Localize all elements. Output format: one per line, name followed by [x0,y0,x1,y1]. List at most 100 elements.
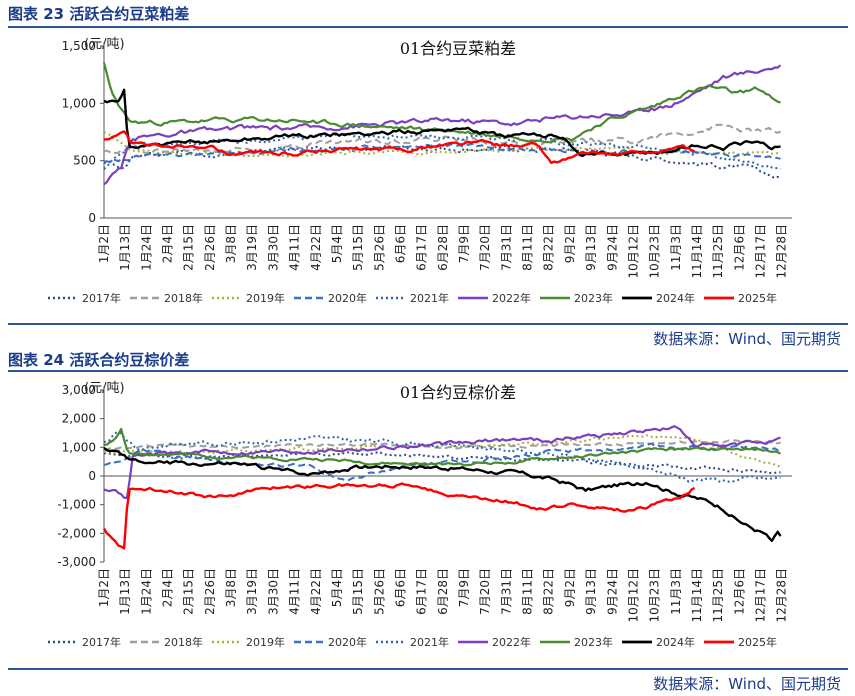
chart-title: 01合约豆棕价差 [400,383,516,402]
x-tick-label: 2月15日 [182,568,196,615]
x-tick-label: 2月26日 [203,224,217,271]
x-tick-label: 3月30日 [266,224,280,271]
x-tick-label: 8月11日 [521,224,535,271]
x-tick-label: 5月15日 [351,224,365,271]
chart-soyoil-palmoil-spread: 01合约豆棕价差(元/吨)-3,000-2,000-1,00001,0002,0… [48,381,792,649]
x-tick-label: 4月22日 [309,224,323,271]
x-tick-label: 12月17日 [754,568,768,623]
x-tick-label: 4月11日 [288,224,302,271]
y-tick-label: 1,000 [62,96,96,110]
x-tick-label: 7月31日 [499,568,513,615]
figure-23-caption: 图表 23 活跃合约豆菜粕差 [8,5,190,23]
figure-24-top-rule [8,370,848,372]
x-tick-label: 3月8日 [224,224,238,263]
x-tick-label: 10月23日 [648,568,662,623]
legend-label: 2019年 [246,291,285,305]
x-tick-label: 9月13日 [584,224,598,271]
x-tick-label: 6月6日 [393,224,407,263]
x-tick-label: 6月28日 [436,568,450,615]
series-line-2024年 [103,88,781,158]
series-line-2022年 [103,425,781,500]
x-tick-label: 6月17日 [415,568,429,615]
x-tick-label: 12月28日 [775,568,789,623]
legend-label: 2018年 [164,291,203,305]
x-tick-label: 1月24日 [139,568,153,615]
series-line-2025年 [103,130,695,165]
y-tick-label: -1,000 [57,498,96,512]
x-tick-label: 7月20日 [478,568,492,615]
legend-label: 2020年 [328,635,367,649]
series-line-2020年 [103,442,781,482]
legend-label: 2023年 [574,291,613,305]
y-tick-label: 1,000 [62,440,96,454]
legend-label: 2019年 [246,635,285,649]
x-tick-label: 1月24日 [139,224,153,271]
legend-label: 2023年 [574,635,613,649]
x-tick-label: 7月31日 [499,224,513,271]
x-tick-label: 9月13日 [584,568,598,615]
legend-label: 2021年 [410,291,449,305]
legend-label: 2025年 [738,291,777,305]
x-tick-label: 9月2日 [563,568,577,607]
x-tick-label: 9月24日 [605,224,619,271]
figure-24-source: 数据来源：Wind、国元期货 [653,675,841,693]
figure-23-top-rule [8,26,848,28]
x-tick-label: 9月2日 [563,224,577,263]
legend-label: 2025年 [738,635,777,649]
y-tick-label: -3,000 [57,555,96,569]
x-tick-label: 2月15日 [182,224,196,271]
series-line-2022年 [103,64,782,186]
legend-label: 2017年 [82,635,121,649]
legend-label: 2020年 [328,291,367,305]
legend-label: 2018年 [164,635,203,649]
legend-label: 2017年 [82,291,121,305]
x-tick-label: 12月28日 [775,224,789,279]
series-line-2024年 [103,447,782,543]
x-tick-label: 10月23日 [648,224,662,279]
x-tick-label: 6月17日 [415,224,429,271]
series-line-2019年 [103,131,781,158]
x-tick-label: 3月19日 [245,224,259,271]
x-tick-label: 8月22日 [542,224,556,271]
x-tick-label: 2月4日 [161,568,175,607]
x-tick-label: 1月2日 [97,568,111,607]
x-tick-label: 11月25日 [711,568,725,623]
chart-title: 01合约豆菜粕差 [400,39,516,58]
y-tick-label: -2,000 [57,526,96,540]
x-tick-label: 7月9日 [457,224,471,263]
x-tick-label: 1月2日 [97,224,111,263]
x-tick-label: 1月13日 [118,224,132,271]
series-line-2025年 [102,482,696,550]
y-tick-label: 0 [88,469,96,483]
y-tick-label: 3,000 [62,383,96,397]
series-line-2018年 [103,123,781,156]
x-tick-label: 8月22日 [542,568,556,615]
x-tick-label: 6月6日 [393,568,407,607]
x-tick-label: 8月11日 [521,568,535,615]
y-tick-label: 500 [73,154,96,168]
x-tick-label: 11月14日 [690,224,704,279]
x-tick-label: 7月9日 [457,568,471,607]
legend-label: 2022年 [492,291,531,305]
figure-23-source: 数据来源：Wind、国元期货 [653,330,841,348]
series-line-2017年 [103,450,781,475]
y-tick-label: 0 [88,211,96,225]
x-tick-label: 12月6日 [732,224,746,271]
y-tick-label: 1,500 [62,39,96,53]
legend-label: 2022年 [492,635,531,649]
x-tick-label: 5月4日 [330,568,344,607]
x-tick-label: 10月12日 [626,568,640,623]
x-tick-label: 3月19日 [245,568,259,615]
series-line-2021年 [103,430,781,484]
x-tick-label: 5月4日 [330,224,344,263]
legend-label: 2024年 [656,291,695,305]
x-tick-label: 11月3日 [669,224,683,271]
x-tick-label: 4月11日 [288,568,302,615]
x-tick-label: 5月26日 [372,568,386,615]
legend-label: 2024年 [656,635,695,649]
x-tick-label: 4月22日 [309,568,323,615]
x-tick-label: 7月20日 [478,224,492,271]
legend-label: 2021年 [410,635,449,649]
figure-24-caption: 图表 24 活跃合约豆棕价差 [8,351,190,369]
x-tick-label: 12月6日 [732,568,746,615]
